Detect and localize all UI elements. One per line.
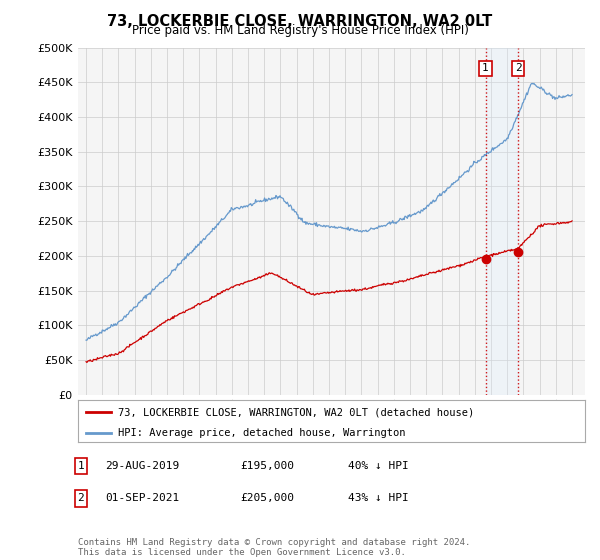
- Text: 43% ↓ HPI: 43% ↓ HPI: [348, 493, 409, 503]
- Text: 2: 2: [77, 493, 85, 503]
- Text: £195,000: £195,000: [240, 461, 294, 471]
- Text: Contains HM Land Registry data © Crown copyright and database right 2024.
This d: Contains HM Land Registry data © Crown c…: [78, 538, 470, 557]
- Bar: [485, 48, 518, 395]
- Text: 01-SEP-2021: 01-SEP-2021: [105, 493, 179, 503]
- Text: 1: 1: [482, 63, 489, 73]
- Text: £205,000: £205,000: [240, 493, 294, 503]
- Text: 73, LOCKERBIE CLOSE, WARRINGTON, WA2 0LT: 73, LOCKERBIE CLOSE, WARRINGTON, WA2 0LT: [107, 14, 493, 29]
- Text: HPI: Average price, detached house, Warrington: HPI: Average price, detached house, Warr…: [118, 428, 405, 438]
- Text: 1: 1: [77, 461, 85, 471]
- Text: Price paid vs. HM Land Registry's House Price Index (HPI): Price paid vs. HM Land Registry's House …: [131, 24, 469, 37]
- Text: 73, LOCKERBIE CLOSE, WARRINGTON, WA2 0LT (detached house): 73, LOCKERBIE CLOSE, WARRINGTON, WA2 0LT…: [118, 407, 474, 417]
- Text: 2: 2: [515, 63, 521, 73]
- Text: 40% ↓ HPI: 40% ↓ HPI: [348, 461, 409, 471]
- Text: 29-AUG-2019: 29-AUG-2019: [105, 461, 179, 471]
